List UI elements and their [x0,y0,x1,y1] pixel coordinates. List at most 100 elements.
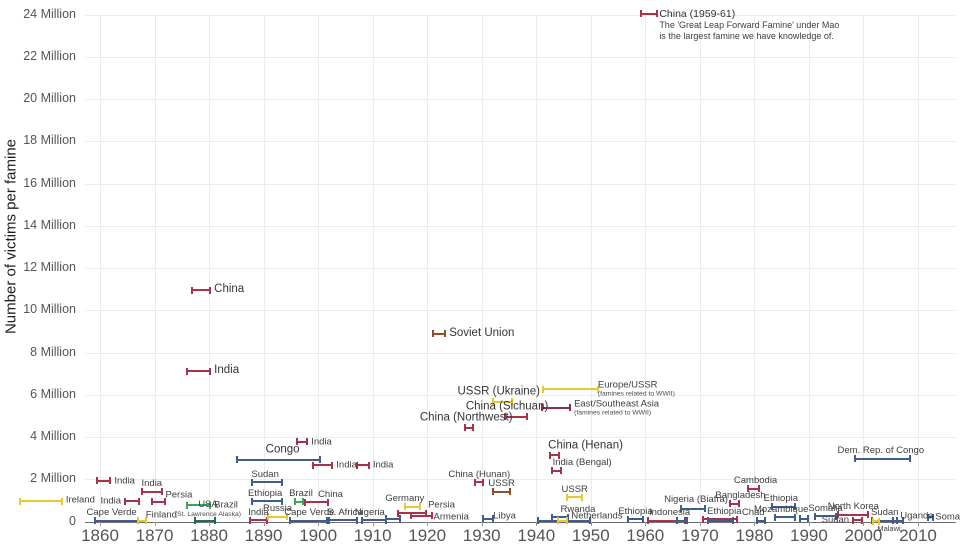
famine-marker [193,517,217,525]
marker-cap-left [549,451,552,459]
famine-marker [124,497,140,505]
x-tick-label: 1880 [190,526,228,545]
famine-label: Ethiopia [247,487,283,499]
marker-cap-left [186,367,189,375]
marker-cap-right [281,497,284,505]
marker-cap-right [902,517,905,525]
marker-cap-left [191,286,194,294]
x-axis-tick [590,522,592,526]
grid-line-horizontal [85,56,956,58]
marker-cap-left [729,500,732,508]
famine-marker [94,517,140,525]
marker-cap-left [304,498,307,506]
famine-label: Finland [145,509,177,521]
marker-cap-left [404,503,407,510]
marker-cap-left [137,517,140,525]
marker-cap-right [932,513,935,521]
famine-label: Germany [385,492,425,504]
famine-marker [251,478,284,486]
marker-cap-left [492,398,495,406]
marker-cap-right [430,512,433,520]
marker-cap-left [235,456,238,464]
grid-line-vertical [154,14,156,522]
marker-cap-left [639,10,642,18]
marker-cap-left [464,424,467,432]
famine-label: Rwanda [560,503,596,515]
grid-line-vertical [754,14,756,522]
y-tick-label: 24 Million [23,6,76,21]
marker-cap-left [151,498,154,506]
famine-label: Cape Verde [86,507,137,519]
marker-cap-left [328,516,331,524]
marker-cap-left [251,497,254,505]
grid-line-vertical [808,14,810,522]
marker-cap-left [771,503,774,511]
marker-cap-left [248,516,251,524]
marker-cap-right [757,485,760,493]
marker-cap-left [536,517,539,525]
famine-label: Nigeria (Biafra) [664,494,728,506]
famine-label: East/Southeast Asia (famines related to W… [574,398,660,417]
marker-cap-left [356,461,359,469]
marker-cap-right [60,497,63,505]
marker-cap-right [164,498,167,506]
marker-cap-left [707,517,710,525]
annotation-title: China (1959-61) [659,7,736,20]
famine-marker [304,498,329,506]
famine-marker [360,516,387,524]
marker-cap-right [281,478,284,486]
x-axis-tick [372,522,374,526]
marker-cap-left [94,517,97,525]
marker-cap-right [265,516,268,524]
marker-cap-left [747,485,750,493]
famine-marker [852,516,864,524]
marker-cap-left [185,501,188,509]
famine-marker [872,517,880,525]
famine-label: USSR [561,483,588,495]
famine-label: India [100,495,122,507]
famine-label: China (Northwest) [419,411,513,424]
famine-label: Europe/USSR (famines related to WWII) [597,379,675,398]
grid-line-horizontal [85,437,956,439]
famine-label: China [318,488,343,500]
marker-cap-left [193,517,196,525]
grid-line-horizontal [85,14,956,16]
x-tick-label: 1870 [135,526,174,545]
famine-label: Persia [428,499,456,511]
famine-marker [891,517,905,525]
famine-marker [729,500,740,508]
marker-cap-left [837,511,840,519]
famine-marker [356,461,370,469]
marker-cap-right [471,424,474,432]
marker-cap-left [140,488,143,496]
famine-marker [248,516,268,524]
famine-marker [288,517,328,525]
famine-label: Libya [493,509,516,521]
marker-cap-right [419,503,422,510]
y-tick-label: 10 Million [23,302,76,317]
famine-label: India (Bengal) [552,457,612,469]
marker-cap-left [474,478,477,486]
grid-line-horizontal [85,141,956,143]
marker-cap-right [209,286,212,294]
marker-cap-left [540,404,543,412]
grid-line-vertical [645,14,647,522]
famine-marker [854,455,912,463]
x-axis-tick [863,522,865,526]
famine-marker [550,467,562,475]
x-axis-tick [481,522,483,526]
famine-label: Russia [262,503,293,515]
marker-cap-left [871,517,874,525]
famine-label: Ethiopia [707,505,742,517]
famine-label: Chad [741,506,765,518]
famine-marker [397,509,428,517]
marker-cap-right [737,500,740,508]
marker-cap-right [511,398,514,406]
marker-cap-right [444,330,447,338]
x-tick-label: 1900 [299,526,338,545]
famine-marker [814,512,837,520]
marker-cap-right [566,517,569,525]
grid-line-horizontal [85,479,956,481]
marker-cap-left [492,488,495,496]
